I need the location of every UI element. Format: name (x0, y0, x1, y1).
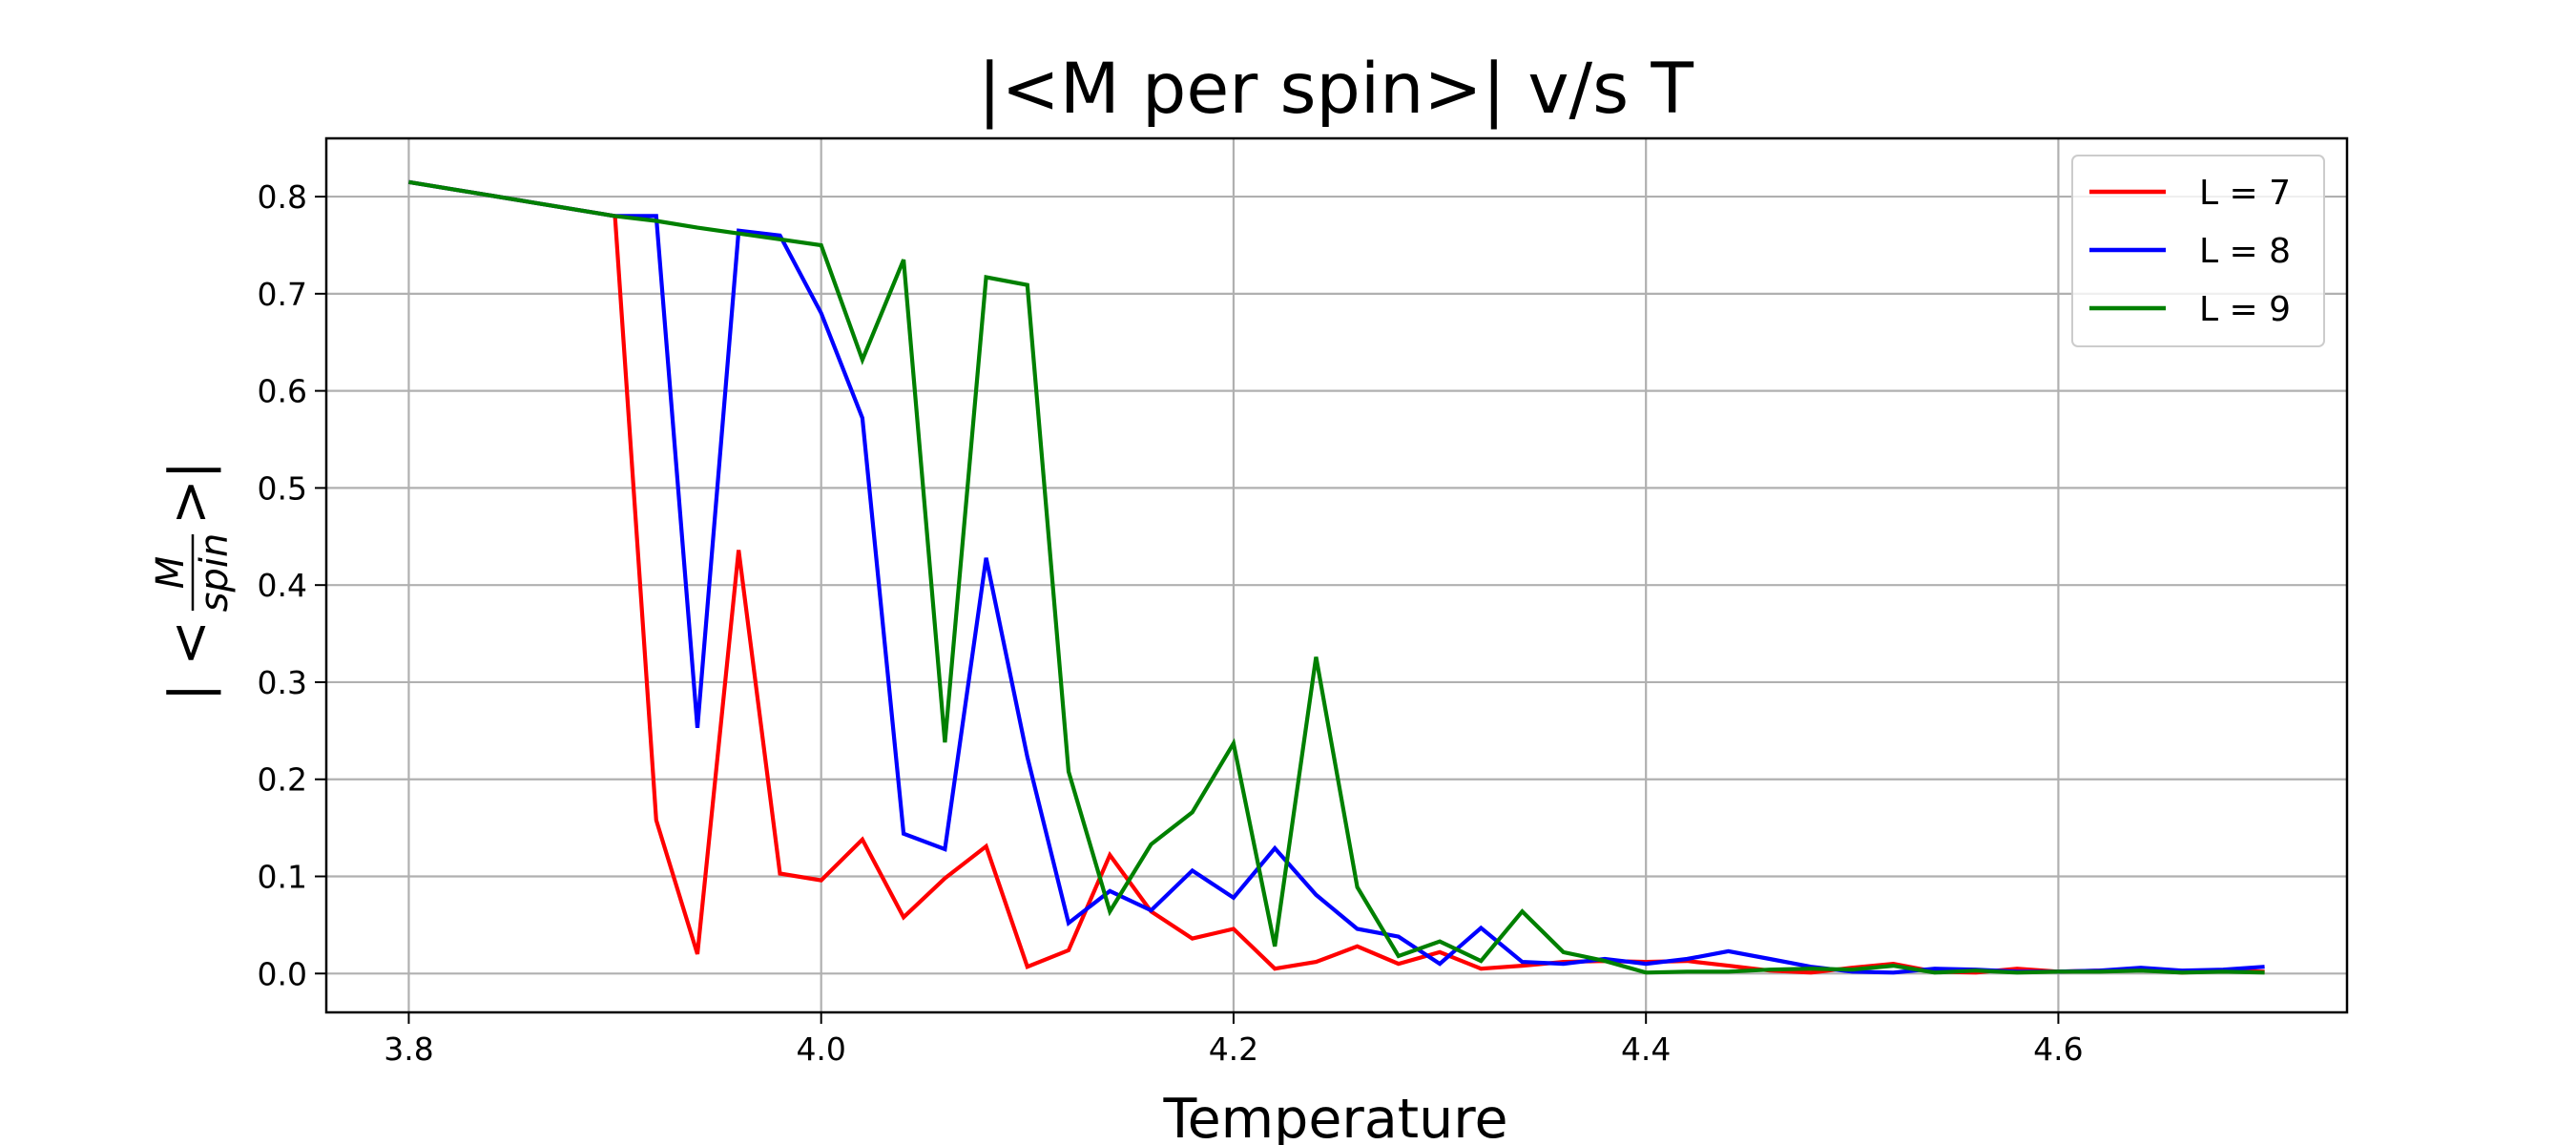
y-tick-label: 0.7 (258, 276, 307, 313)
legend: L = 7 L = 8 L = 9 (2071, 155, 2325, 347)
plot-frame (324, 136, 2349, 1014)
x-tick-label: 4.6 (2033, 1030, 2083, 1068)
y-axis-label-prefix: | < (158, 620, 221, 701)
x-tick-label: 3.8 (384, 1030, 433, 1068)
chart-title: |<M per spin>| v/s T (978, 49, 1693, 130)
legend-box (2071, 155, 2325, 347)
y-axis: 0.0 0.1 0.2 0.3 0.4 0.5 0.6 0.7 0.8 (258, 178, 326, 992)
series-line-3 (408, 179, 2265, 975)
y-axis-label-suffix: >| (158, 461, 221, 525)
y-tick-label: 0.5 (258, 469, 307, 507)
y-tick-label: 0.2 (258, 761, 307, 799)
y-tick-label: 0.4 (258, 567, 307, 604)
y-axis-label-denominator: spin (193, 533, 237, 613)
x-axis: 3.8 4.0 4.2 4.4 4.6 (384, 1012, 2084, 1068)
legend-label-1: L = 7 (2199, 174, 2291, 213)
y-axis-label-numerator: M (149, 556, 193, 590)
series-line-2 (408, 179, 2265, 975)
plot-series (408, 179, 2265, 975)
grid (326, 138, 2347, 1012)
x-axis-label: Temperature (1162, 1088, 1507, 1145)
x-tick-label: 4.0 (796, 1030, 845, 1068)
x-tick-label: 4.4 (1621, 1030, 1671, 1068)
y-tick-label: 0.0 (258, 955, 307, 992)
x-tick-label: 4.2 (1209, 1030, 1258, 1068)
y-axis-label: | < M spin >| (149, 461, 237, 701)
y-tick-label: 0.8 (258, 178, 307, 216)
y-tick-label: 0.6 (258, 373, 307, 410)
legend-label-3: L = 9 (2199, 290, 2291, 329)
y-tick-label: 0.1 (258, 859, 307, 896)
y-tick-label: 0.3 (258, 664, 307, 701)
legend-label-2: L = 8 (2199, 232, 2291, 271)
